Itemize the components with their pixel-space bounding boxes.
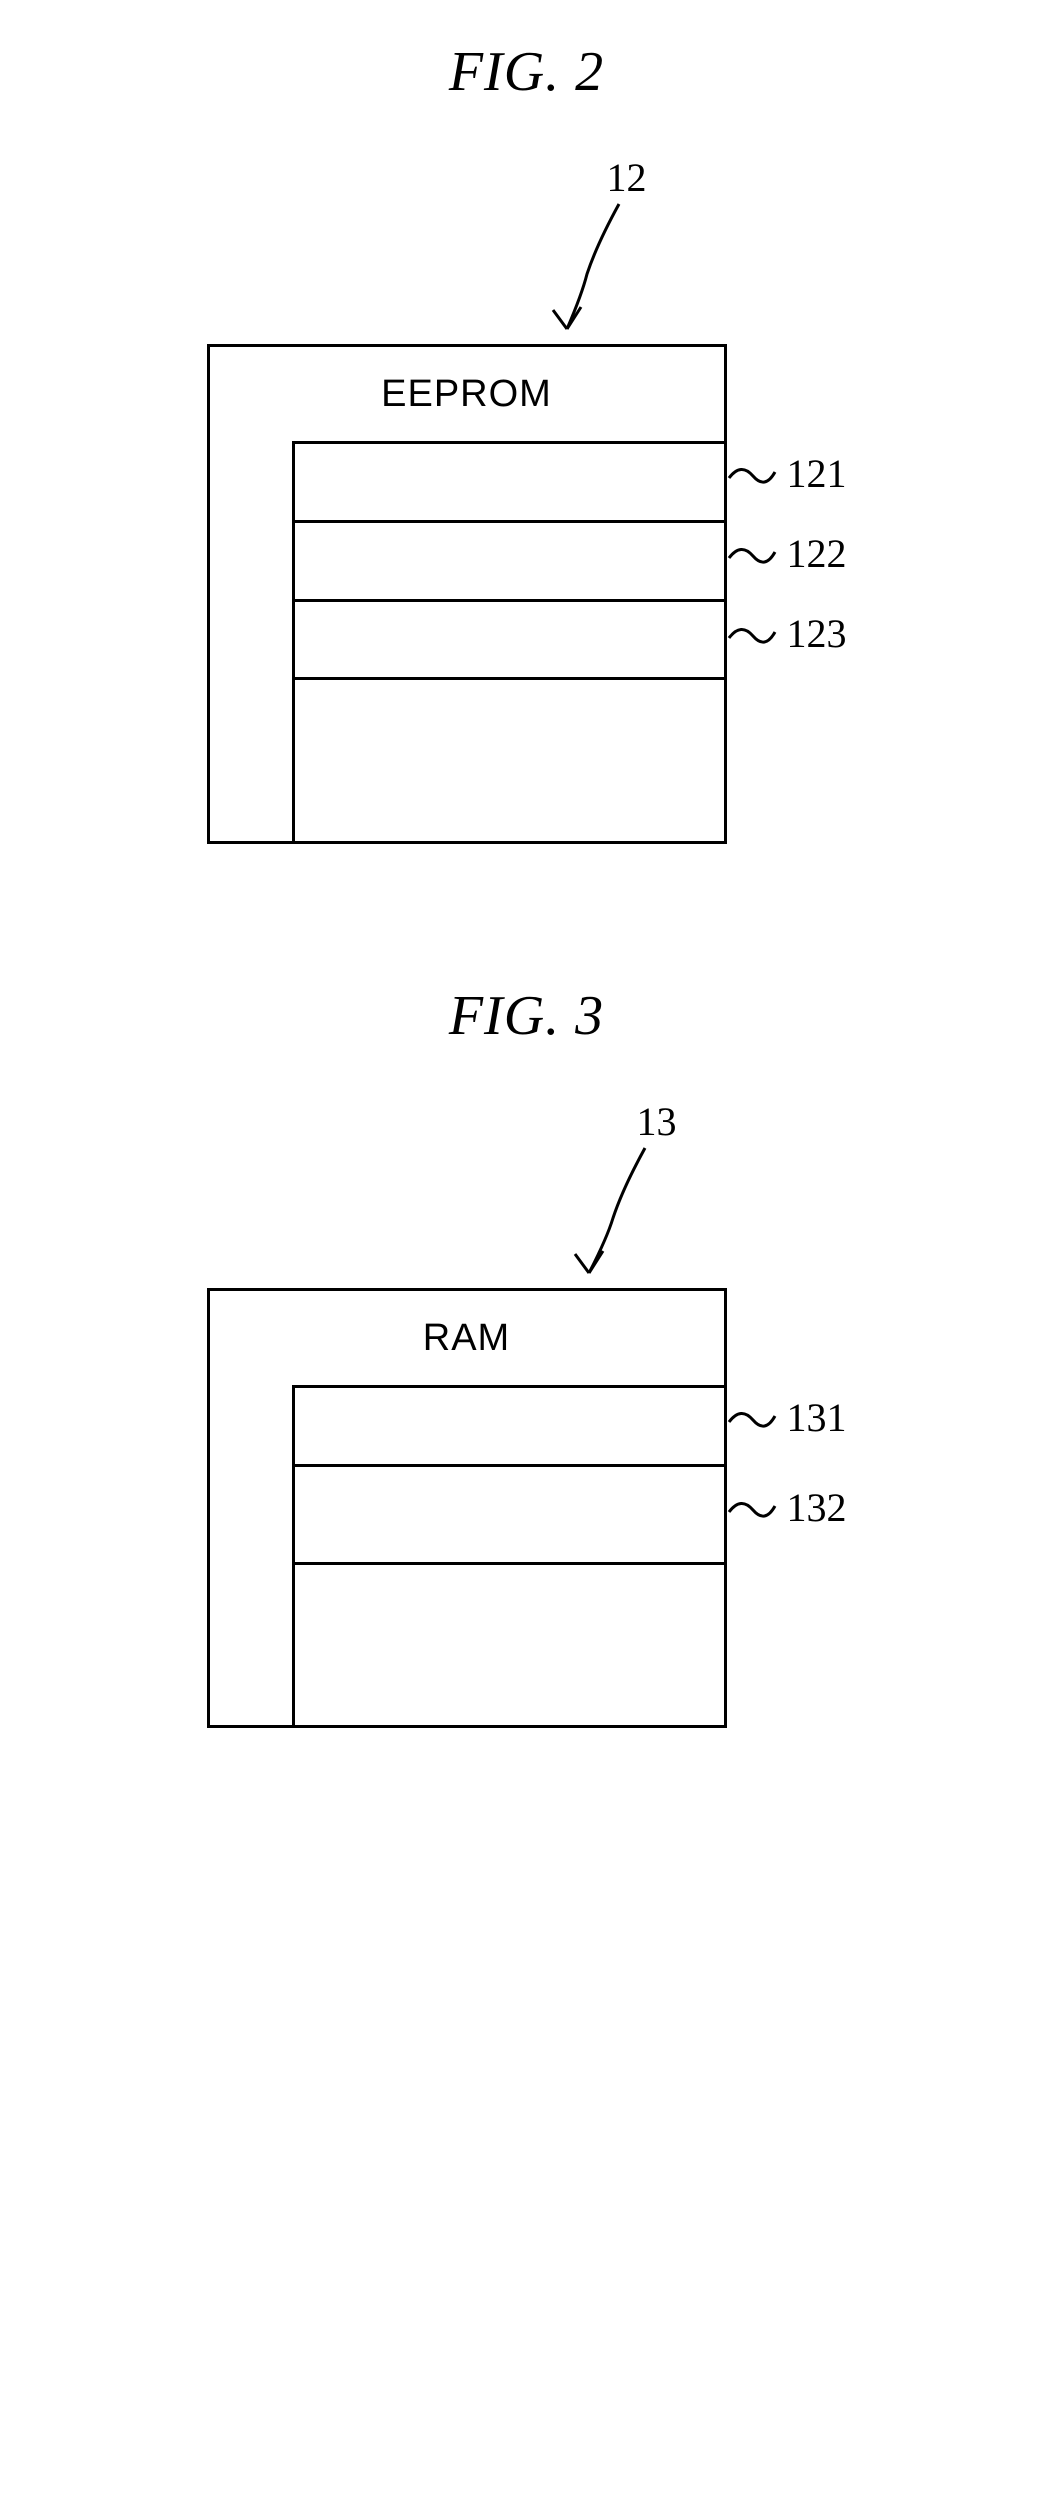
leader-132: 132	[727, 1458, 847, 1558]
eeprom-rows	[292, 441, 724, 841]
figure-3-arrow	[267, 1098, 787, 1288]
figure-2-body: EEPROM 121 122 123	[0, 344, 1053, 844]
label-122: 122	[787, 534, 847, 574]
figure-3-title: FIG. 3	[449, 984, 604, 1048]
eeprom-row-remainder	[295, 680, 724, 841]
figure-3-pointer-area: 13	[267, 1098, 787, 1288]
leader-121: 121	[727, 434, 847, 514]
ram-row-132	[295, 1467, 724, 1565]
ram-rows	[292, 1385, 724, 1725]
figure-3-body: RAM 131 132	[0, 1288, 1053, 1728]
eeprom-label: EEPROM	[210, 373, 724, 416]
figure-2: FIG. 2 12 EEPROM 121 122	[0, 40, 1053, 844]
ram-row-remainder	[295, 1565, 724, 1725]
figure-2-side-labels: 121 122 123	[727, 434, 847, 674]
ram-box: RAM	[207, 1288, 727, 1728]
figure-2-title: FIG. 2	[449, 40, 604, 104]
eeprom-row-123	[295, 602, 724, 681]
figure-2-arrow	[267, 154, 787, 344]
figure-2-pointer-area: 12	[267, 154, 787, 344]
figure-3-side-labels: 131 132	[727, 1378, 847, 1558]
leader-123: 123	[727, 594, 847, 674]
figure-3: FIG. 3 13 RAM 131 132	[0, 984, 1053, 1728]
eeprom-row-122	[295, 523, 724, 602]
ram-label: RAM	[210, 1317, 724, 1360]
ram-row-131	[295, 1388, 724, 1467]
label-131: 131	[787, 1398, 847, 1438]
eeprom-row-121	[295, 444, 724, 523]
leader-131: 131	[727, 1378, 847, 1458]
label-121: 121	[787, 454, 847, 494]
eeprom-box: EEPROM	[207, 344, 727, 844]
label-123: 123	[787, 614, 847, 654]
leader-122: 122	[727, 514, 847, 594]
label-132: 132	[787, 1488, 847, 1528]
